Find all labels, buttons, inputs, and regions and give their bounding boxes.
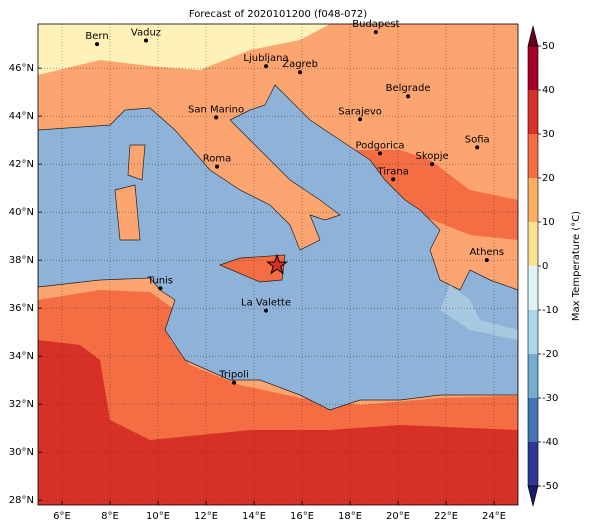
city-label: Podgorica bbox=[355, 140, 404, 151]
colorbar-tick-label: 10 bbox=[542, 217, 555, 228]
colorbar-band bbox=[528, 354, 538, 398]
city-marker bbox=[298, 70, 303, 75]
x-tick-label: 8°E bbox=[101, 511, 119, 522]
colorbar-tick-label: -30 bbox=[542, 393, 558, 404]
y-tick-label: 32°N bbox=[9, 399, 34, 410]
colorbar-band bbox=[528, 266, 538, 310]
corsica bbox=[127, 144, 146, 181]
sardinia bbox=[114, 184, 141, 241]
map-layers bbox=[38, 24, 518, 505]
x-tick-label: 24°E bbox=[482, 511, 506, 522]
colorbar-band bbox=[528, 90, 538, 134]
hot-zone bbox=[38, 340, 518, 505]
colorbar-band bbox=[528, 222, 538, 266]
city-marker bbox=[358, 117, 363, 122]
city-marker bbox=[158, 286, 163, 291]
city-label: Tirana bbox=[377, 166, 409, 177]
colorbar-tick-label: 30 bbox=[542, 129, 555, 140]
map-frame bbox=[37, 23, 519, 506]
colorbar-band bbox=[528, 310, 538, 354]
x-tick-label: 22°E bbox=[434, 511, 458, 522]
city-label: Ljubljana bbox=[243, 53, 288, 64]
colorbar-tick-label: -10 bbox=[542, 305, 558, 316]
y-tick-label: 40°N bbox=[9, 207, 34, 218]
city-marker bbox=[378, 151, 382, 156]
x-tick-label: 12°E bbox=[194, 511, 218, 522]
aegean-shelf bbox=[440, 285, 518, 340]
y-tick-label: 36°N bbox=[9, 303, 34, 314]
city-marker bbox=[95, 42, 100, 47]
colorbar-tick-label: -40 bbox=[542, 437, 558, 448]
y-tick-label: 46°N bbox=[9, 63, 34, 74]
city-label: La Valette bbox=[241, 298, 291, 309]
colorbar-over bbox=[527, 25, 539, 47]
city-label: Sarajevo bbox=[338, 106, 382, 117]
city-label: Vaduz bbox=[131, 28, 161, 39]
city-label: San Marino bbox=[188, 104, 244, 115]
colorbar-tick-label: -20 bbox=[542, 349, 558, 360]
colorbar-label: Max Temperature (°C) bbox=[571, 211, 582, 321]
city-marker bbox=[264, 64, 268, 69]
y-tick-label: 42°N bbox=[9, 159, 34, 170]
y-tick-label: 34°N bbox=[9, 351, 34, 362]
x-tick-label: 14°E bbox=[242, 511, 266, 522]
city-marker bbox=[475, 145, 480, 150]
city-marker bbox=[264, 308, 268, 313]
x-tick-label: 6°E bbox=[53, 511, 71, 522]
colorbar-band bbox=[528, 178, 538, 222]
city-marker bbox=[215, 164, 220, 169]
colorbar-tick-label: -50 bbox=[542, 481, 558, 492]
city-marker bbox=[484, 258, 489, 263]
colorbar-tick-label: 50 bbox=[542, 41, 555, 52]
x-tick-label: 16°E bbox=[290, 511, 314, 522]
x-tick-label: 10°E bbox=[146, 511, 170, 522]
map-title: Forecast of 2020101200 (f048-072) bbox=[189, 9, 367, 20]
cool-zone bbox=[38, 24, 330, 75]
sea bbox=[38, 84, 518, 411]
colorbar-under bbox=[527, 485, 539, 507]
event-star bbox=[266, 253, 289, 275]
colorbar-tick-label: 20 bbox=[542, 173, 555, 184]
x-tick-label: 18°E bbox=[338, 511, 362, 522]
colorbar-band bbox=[528, 134, 538, 178]
axes bbox=[38, 24, 518, 505]
city-label: Budapest bbox=[352, 19, 399, 30]
city-label: Sofia bbox=[465, 134, 490, 145]
y-tick-label: 44°N bbox=[9, 111, 34, 122]
city-label: Belgrade bbox=[386, 83, 431, 94]
city-label: Tripoli bbox=[218, 370, 249, 381]
colorbar-tick-label: 0 bbox=[542, 261, 548, 272]
city-label: Bern bbox=[85, 31, 108, 42]
city-label: Zagreb bbox=[282, 59, 318, 70]
city-marker bbox=[430, 162, 435, 167]
colorbar-band bbox=[528, 46, 538, 90]
colorbar-band bbox=[528, 442, 538, 486]
city-marker bbox=[214, 115, 219, 120]
city-marker bbox=[391, 177, 396, 182]
y-tick-label: 28°N bbox=[9, 495, 34, 506]
city-label: Tunis bbox=[147, 275, 173, 286]
colorbar-band bbox=[528, 398, 538, 442]
x-tick-label: 20°E bbox=[386, 511, 410, 522]
city-marker bbox=[373, 30, 378, 35]
colorbar-tick-label: 40 bbox=[542, 85, 555, 96]
city-marker bbox=[232, 380, 237, 385]
y-tick-label: 38°N bbox=[9, 255, 34, 266]
city-label: Roma bbox=[203, 154, 232, 165]
city-marker bbox=[406, 94, 411, 99]
y-tick-label: 30°N bbox=[9, 447, 34, 458]
city-label: Skopje bbox=[415, 151, 448, 162]
city-label: Athens bbox=[469, 247, 504, 258]
city-marker bbox=[144, 38, 148, 43]
